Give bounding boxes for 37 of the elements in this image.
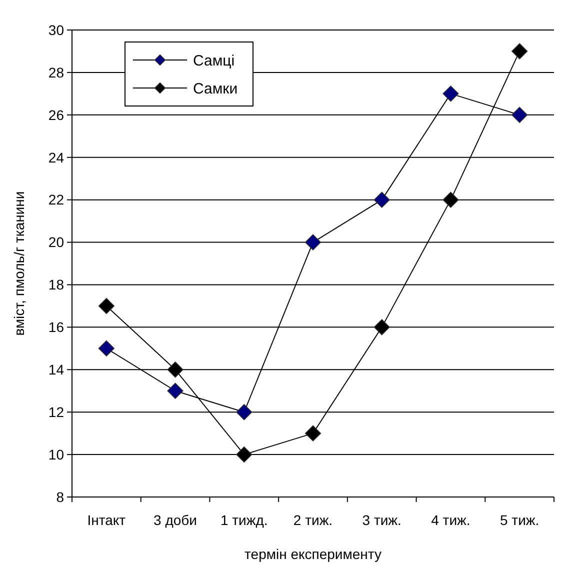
point xyxy=(167,382,184,399)
x-tick-label: 5 тиж. xyxy=(500,512,540,528)
y-tick-label: 12 xyxy=(48,404,64,420)
x-tick-label: 3 доби xyxy=(154,512,198,528)
y-tick-label: 16 xyxy=(48,319,64,336)
point xyxy=(512,106,528,123)
y-tick-label: 28 xyxy=(48,64,64,80)
point xyxy=(98,340,114,356)
y-tick-label: 26 xyxy=(48,106,64,123)
point xyxy=(236,404,252,420)
point xyxy=(442,192,459,208)
point xyxy=(236,446,252,463)
x-axis-title: термін експерименту xyxy=(244,546,382,562)
point xyxy=(98,298,114,314)
point xyxy=(512,43,528,60)
legend-label: Самки xyxy=(193,80,238,98)
legend-label: Самці xyxy=(193,52,235,70)
x-tick-label: 3 тиж. xyxy=(362,512,402,528)
y-tick-label: 18 xyxy=(48,276,64,293)
point xyxy=(374,192,390,208)
point xyxy=(304,234,322,250)
y-axis-title: вміст, пмоль/г тканини xyxy=(11,191,27,336)
point xyxy=(167,362,184,378)
x-tick-label: 4 тиж. xyxy=(431,512,470,528)
x-tick-label: 1 тижд. xyxy=(220,512,268,528)
y-tick-label: 30 xyxy=(48,22,64,38)
y-tick-label: 22 xyxy=(48,192,64,208)
x-tick-label: 2 тиж. xyxy=(293,512,333,528)
point xyxy=(442,86,459,102)
point xyxy=(304,425,322,442)
y-tick-label: 10 xyxy=(48,446,64,462)
point xyxy=(374,319,390,336)
x-tick-label: Інтакт xyxy=(87,512,126,528)
y-tick-label: 8 xyxy=(56,488,64,505)
y-tick-label: 20 xyxy=(48,234,64,250)
y-tick-label: 24 xyxy=(48,149,64,166)
y-tick-label: 14 xyxy=(48,362,64,378)
